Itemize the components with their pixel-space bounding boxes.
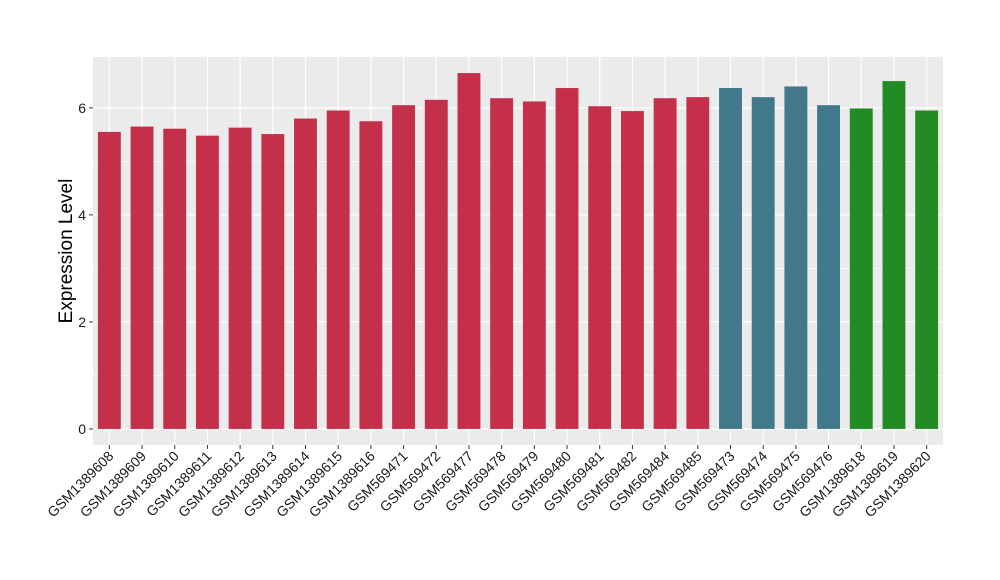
bar (620, 111, 644, 429)
y-tick-label: 6 (78, 100, 86, 116)
bar (915, 110, 939, 429)
bar (784, 86, 808, 429)
bar (849, 108, 873, 429)
bar (294, 118, 317, 429)
bar (195, 135, 219, 429)
bar (97, 131, 121, 429)
bar (882, 81, 906, 429)
y-tick-label: 2 (78, 314, 86, 330)
y-axis: 0 2 4 6 (78, 100, 93, 437)
bar (555, 88, 579, 429)
plot-panel (93, 57, 943, 445)
bar (719, 88, 742, 429)
x-axis: GSM1389608GSM1389609GSM1389610GSM1389611… (44, 445, 934, 520)
bar (326, 110, 350, 429)
bar (588, 106, 612, 429)
bar (817, 105, 841, 429)
bar (751, 97, 775, 429)
bar (522, 101, 546, 429)
y-tick-label: 0 (78, 421, 86, 437)
bar (228, 127, 252, 429)
bar (424, 99, 448, 429)
bar (392, 105, 416, 429)
bar (490, 98, 514, 429)
bar (686, 97, 710, 429)
bar (457, 73, 481, 429)
y-axis-title: Expression Level (56, 179, 77, 324)
bar (261, 134, 285, 429)
bar (359, 121, 383, 429)
bar (653, 98, 677, 429)
bar (163, 128, 187, 429)
bar (130, 126, 154, 429)
y-tick-label: 4 (78, 207, 86, 223)
bars (97, 73, 939, 429)
